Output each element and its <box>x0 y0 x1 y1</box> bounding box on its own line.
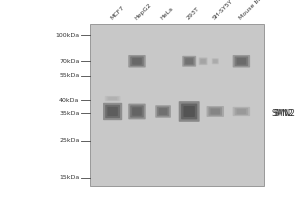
FancyBboxPatch shape <box>107 107 118 116</box>
Text: 100kDa: 100kDa <box>56 33 80 38</box>
FancyBboxPatch shape <box>157 107 169 116</box>
FancyBboxPatch shape <box>208 107 222 116</box>
FancyBboxPatch shape <box>233 107 250 116</box>
FancyBboxPatch shape <box>185 58 193 64</box>
FancyBboxPatch shape <box>212 59 218 64</box>
Text: 25kDa: 25kDa <box>59 138 80 143</box>
Text: 70kDa: 70kDa <box>59 59 80 64</box>
Text: 15kDa: 15kDa <box>59 175 80 180</box>
FancyBboxPatch shape <box>211 108 220 115</box>
Text: 55kDa: 55kDa <box>59 73 80 78</box>
Text: HepG2: HepG2 <box>134 2 152 21</box>
FancyBboxPatch shape <box>128 104 146 119</box>
FancyBboxPatch shape <box>132 107 142 116</box>
FancyBboxPatch shape <box>237 58 246 65</box>
FancyBboxPatch shape <box>184 106 195 117</box>
FancyBboxPatch shape <box>184 57 195 66</box>
Text: 40kDa: 40kDa <box>59 98 80 103</box>
FancyBboxPatch shape <box>130 105 144 118</box>
Text: 293T: 293T <box>186 6 200 21</box>
Text: MCF7: MCF7 <box>109 5 125 21</box>
FancyBboxPatch shape <box>106 96 119 101</box>
FancyBboxPatch shape <box>103 103 122 120</box>
FancyBboxPatch shape <box>179 101 200 122</box>
FancyBboxPatch shape <box>212 58 219 64</box>
FancyBboxPatch shape <box>213 59 218 63</box>
FancyBboxPatch shape <box>233 55 250 68</box>
FancyBboxPatch shape <box>128 55 146 68</box>
Text: 35kDa: 35kDa <box>59 111 80 116</box>
Bar <box>90 24 264 186</box>
FancyBboxPatch shape <box>182 56 196 67</box>
Text: SH-SY5Y: SH-SY5Y <box>212 0 234 21</box>
Text: SMN2: SMN2 <box>273 109 295 118</box>
FancyBboxPatch shape <box>130 56 144 66</box>
FancyBboxPatch shape <box>237 109 246 114</box>
FancyBboxPatch shape <box>207 106 224 117</box>
Text: Mouse brain: Mouse brain <box>238 0 269 21</box>
FancyBboxPatch shape <box>235 56 248 66</box>
FancyBboxPatch shape <box>200 58 207 64</box>
FancyBboxPatch shape <box>155 105 171 118</box>
FancyBboxPatch shape <box>105 105 120 118</box>
FancyBboxPatch shape <box>108 97 117 100</box>
Text: HeLa: HeLa <box>160 6 174 21</box>
FancyBboxPatch shape <box>159 108 167 115</box>
FancyBboxPatch shape <box>199 57 208 65</box>
FancyBboxPatch shape <box>132 58 142 65</box>
FancyBboxPatch shape <box>200 59 206 63</box>
Text: SMN2: SMN2 <box>272 109 293 118</box>
FancyBboxPatch shape <box>105 96 121 101</box>
FancyBboxPatch shape <box>235 108 248 115</box>
FancyBboxPatch shape <box>181 104 197 119</box>
